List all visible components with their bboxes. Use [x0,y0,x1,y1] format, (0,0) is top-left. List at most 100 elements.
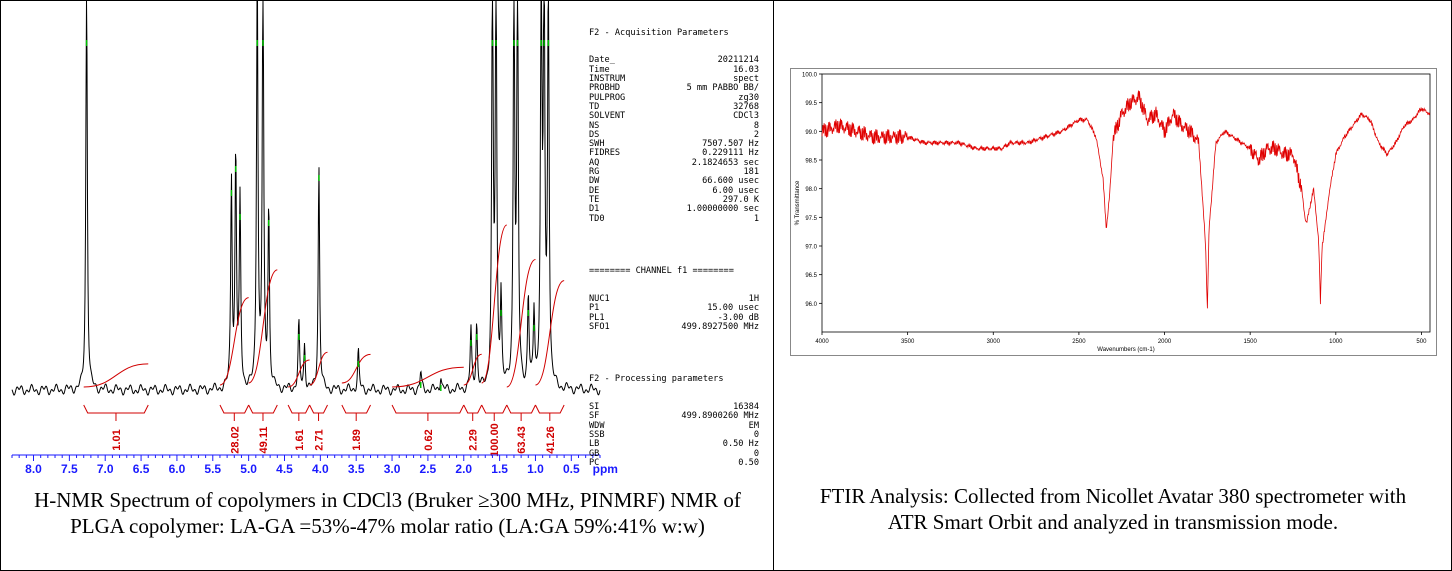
integral-curve [506,259,536,388]
nmr-tick-label: 3.5 [348,462,365,476]
param-value: 16384 [733,402,759,413]
acquisition-param-row: INSTRUM spect [589,74,759,85]
acquisition-param-row: TD 32768 [589,102,759,112]
integral-bracket [83,404,149,414]
param-value: 1.00000000 sec [686,204,759,215]
integral-curve [463,353,482,386]
nmr-tick-label: 1.5 [491,462,508,476]
nmr-spectrum-line [11,0,601,396]
nmr-tick-label: 0.5 [563,462,580,476]
ftir-x-tick-label: 3000 [987,339,1001,345]
nmr-tick-label: 7.0 [97,462,114,476]
integral-curve [341,353,371,384]
acquisition-param-row: SOLVENT CDCl3 [589,111,759,122]
param-key: SI [589,402,600,413]
integral-bracket [309,404,328,414]
param-key: SWH [589,139,605,150]
integral-bracket [248,404,278,414]
integral-label: 1.89 [351,429,363,450]
ftir-plot-area [821,73,1431,333]
channel-param-row: SFO1 499.8927500 MHz [589,321,759,332]
param-key: SFO1 [589,321,610,332]
param-value: 1H [748,293,759,304]
param-key: Time [589,64,610,75]
param-value: CDCl3 [733,111,759,122]
channel-param-row: NUC1 1H [589,293,759,304]
acquisition-param-row: FIDRES 0.229111 Hz [589,148,759,159]
acquisition-param-row: D1 1.00000000 sec [589,204,759,215]
param-value: 0.50 [738,457,759,468]
ftir-y-tick-label: 97.5 [805,216,817,222]
param-value: 0.229111 Hz [702,148,759,159]
param-key: NS [589,120,600,131]
ftir-y-tick-label: 96.0 [805,302,817,308]
panel-divider [773,0,774,571]
param-key: NUC1 [589,293,610,304]
channel-title: ======== CHANNEL f1 ======== [589,266,734,277]
nmr-caption: H-NMR Spectrum of copolymers in CDCl3 (B… [34,488,741,538]
integral-label: 1.01 [111,429,123,450]
param-value: 16.03 [733,64,759,75]
param-value: 5 mm PABBO BB/ [686,83,759,94]
ftir-x-tick-label: 1500 [1243,339,1257,345]
param-value: -3.00 dB [717,312,759,323]
integral-curve [219,297,249,386]
nmr-tick-label: 4.5 [276,462,293,476]
nmr-tick-label: 2.0 [455,462,472,476]
nmr-tick-label: 4.0 [312,462,329,476]
nmr-tick-label: 6.0 [169,462,186,476]
integral-label: 28.02 [229,426,241,454]
integral-curve [83,363,149,388]
integral-bracket [391,404,465,414]
param-value: 2.1824653 sec [691,157,759,168]
param-value: 66.600 usec [702,176,759,187]
param-key: PC [589,457,600,468]
processing-param-row: WDW EM [589,421,759,431]
integral-label: 1.61 [294,429,306,450]
param-key: Date_ [589,55,615,66]
integral-bracket [506,404,536,414]
nmr-tick-label: 5.0 [240,462,257,476]
nmr-tick-label: 5.5 [204,462,221,476]
param-value: 8 [753,120,759,131]
acquisition-param-row: AQ 2.1824653 sec [589,157,759,168]
param-key: PULPROG [589,92,626,103]
integral-label: 2.71 [314,429,326,450]
param-key: PROBHD [589,83,621,94]
integral-label: 49.11 [258,427,270,454]
integral-bracket [341,404,371,414]
ftir-y-tick-label: 100.0 [802,73,818,79]
integral-curve [287,359,310,388]
processing-param-row: PC 0.50 [589,457,759,468]
integral-bracket [535,404,565,414]
param-value: 1 [753,213,759,224]
ftir-y-tick-label: 98.5 [805,159,817,165]
ftir-y-tick-label: 99.5 [805,101,817,107]
nmr-x-label: ppm [593,462,618,476]
acquisition-title: F2 - Acquisition Parameters [589,27,729,38]
ftir-x-tick-label: 2000 [1158,339,1172,345]
param-key: P1 [589,303,600,314]
integral-curve [535,280,565,386]
acquisition-param-row: DS 2 [589,129,759,140]
integral-label: 2.29 [468,429,480,450]
ftir-x-label: Wavenumbers (cm-1) [1097,347,1154,353]
ftir-x-tick-label: 3500 [901,339,915,345]
acquisition-param-row: PROBHD 5 mm PABBO BB/ [589,83,759,94]
acquisition-param-row: SWH 7507.507 Hz [589,139,759,150]
channel-param-row: P1 15.00 usec [589,303,759,314]
param-key: RG [589,167,600,178]
acquisition-param-row: TD0 1 [589,213,759,224]
param-key: INSTRUM [589,74,626,85]
param-key: PL1 [589,312,605,323]
integral-curve [248,269,278,384]
param-value: 2 [753,129,759,140]
ftir-y-tick-label: 97.0 [805,245,817,251]
param-value: 0 [753,430,759,441]
ftir-y-tick-label: 99.0 [805,130,817,136]
ftir-y-label: % Transmittance [795,180,801,225]
param-key: TE [589,194,600,205]
param-value: spect [733,74,759,85]
integral-label: 41.26 [545,426,557,454]
param-value: 20211214 [717,55,759,66]
